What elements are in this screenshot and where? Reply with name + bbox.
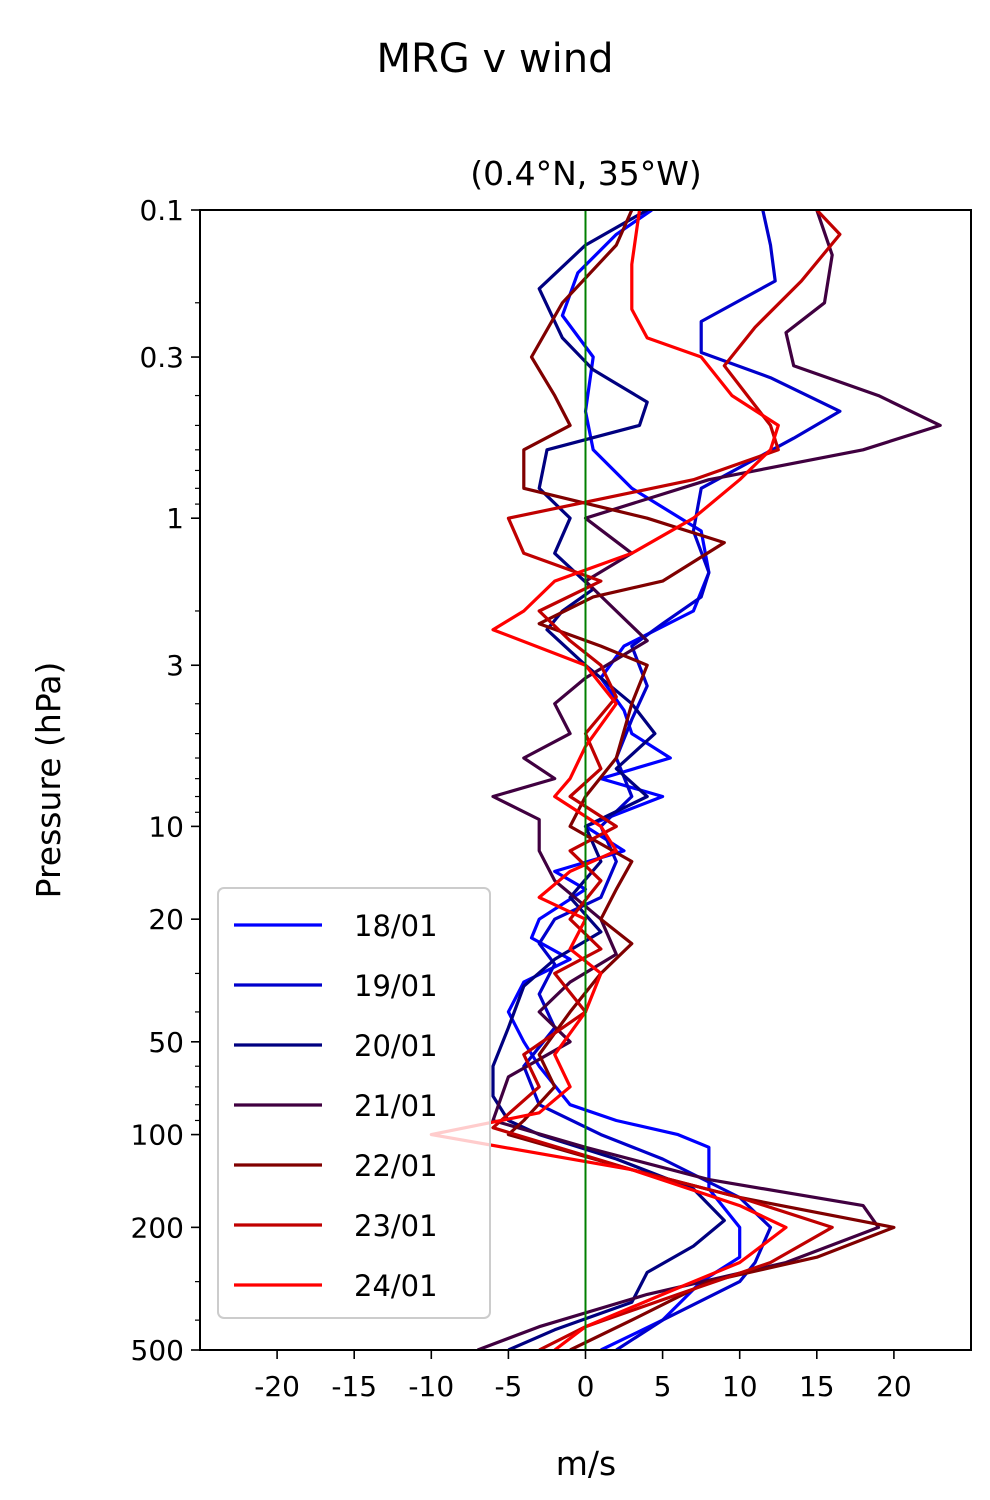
series-line-18-01	[506, 210, 742, 1350]
x-tick-label: 5	[654, 1370, 672, 1403]
x-tick-label: -15	[331, 1370, 377, 1403]
y-tick-label: 100	[131, 1119, 184, 1152]
x-axis: -20 -15 -10 -5 0 5 10 15 20	[254, 1350, 912, 1403]
x-axis-label: m/s	[556, 1444, 616, 1483]
y-tick-label: 0.3	[139, 341, 184, 374]
series-layer	[429, 210, 942, 1350]
x-tick-label: -5	[494, 1370, 522, 1403]
series-line-21-01	[477, 210, 942, 1350]
y-tick-label: 0.1	[139, 194, 184, 227]
y-tick-label: 10	[148, 810, 184, 843]
legend-label: 22/01	[354, 1149, 438, 1183]
y-axis-label: Pressure (hPa)	[29, 662, 68, 899]
legend-label: 20/01	[354, 1029, 438, 1063]
x-tick-label: -10	[408, 1370, 454, 1403]
y-tick-label: 1	[166, 502, 184, 535]
y-tick-label: 500	[131, 1334, 184, 1367]
figure-suptitle: MRG v wind	[377, 36, 614, 82]
legend-label: 18/01	[354, 909, 438, 943]
series-line-19-01	[522, 210, 842, 1350]
legend-label: 23/01	[354, 1209, 438, 1243]
legend-label: 21/01	[354, 1089, 438, 1123]
series-line-24-01	[429, 210, 788, 1350]
legend: 18/01 19/01 20/01 21/01 22/01 23/01 24/01	[217, 887, 491, 1319]
y-tick-label: 200	[131, 1211, 184, 1244]
series-line-20-01	[491, 210, 726, 1350]
legend-label: 24/01	[354, 1269, 438, 1303]
x-tick-label: -20	[254, 1370, 300, 1403]
legend-box	[217, 887, 491, 1319]
y-axis: 0.1 0.3 1 3 10 20 50 100 200 500	[131, 194, 200, 1367]
axes-title: (0.4°N, 35°W)	[470, 154, 702, 193]
legend-label: 19/01	[354, 969, 438, 1003]
y-tick-label: 3	[166, 649, 184, 682]
y-tick-label: 20	[148, 903, 184, 936]
y-tick-label: 50	[148, 1026, 184, 1059]
x-tick-label: 10	[722, 1370, 758, 1403]
x-tick-label: 20	[876, 1370, 912, 1403]
x-tick-label: 15	[799, 1370, 835, 1403]
x-tick-label: 0	[577, 1370, 595, 1403]
